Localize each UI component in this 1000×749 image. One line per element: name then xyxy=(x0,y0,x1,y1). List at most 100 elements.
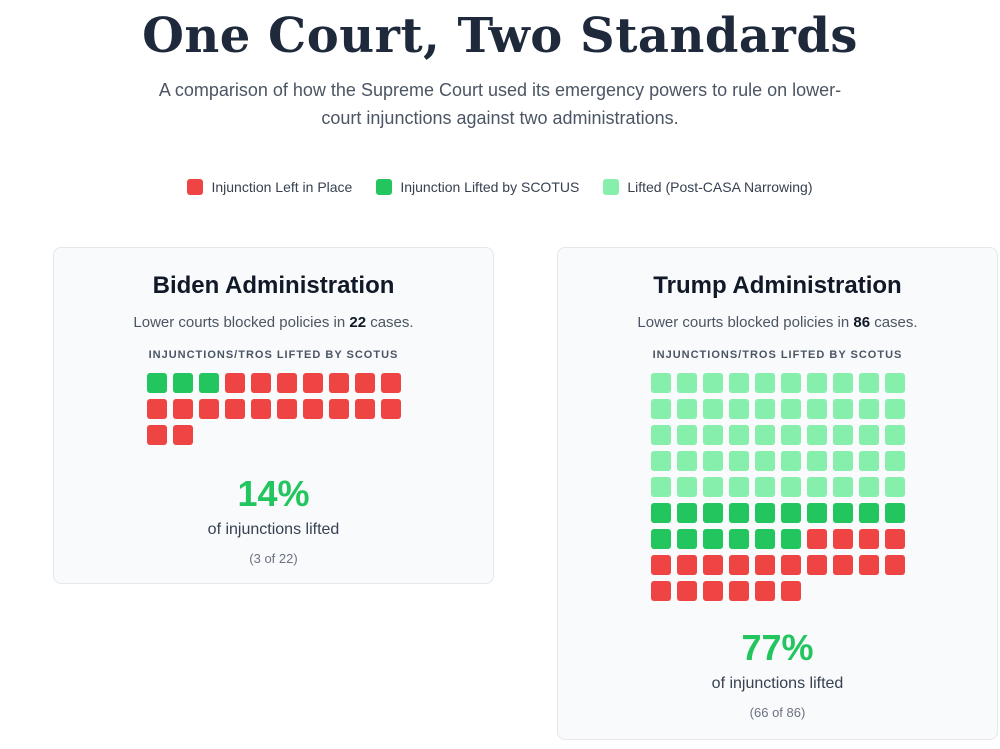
waffle-cell-lifted-post-casa xyxy=(728,451,749,471)
waffle-cell-lifted xyxy=(702,503,723,523)
waffle-cell-lifted xyxy=(650,529,671,549)
waffle-cell-left-in-place xyxy=(354,399,375,419)
waffle-cell-left-in-place xyxy=(328,399,349,419)
case-count: 86 xyxy=(853,314,871,331)
waffle-cell-left-in-place xyxy=(276,373,297,393)
waffle-cell-lifted-post-casa xyxy=(832,373,853,393)
waffle-cell-left-in-place xyxy=(328,373,349,393)
waffle-cell-lifted xyxy=(832,503,853,523)
waffle-cell-left-in-place xyxy=(146,399,167,419)
percent-value: 77% xyxy=(741,627,814,668)
waffle-cell-left-in-place xyxy=(224,399,245,419)
waffle-cell-lifted xyxy=(702,529,723,549)
panel-title: Biden Administration xyxy=(152,272,395,299)
waffle-cell-lifted-post-casa xyxy=(676,373,697,393)
waffle-cell-lifted-post-casa xyxy=(884,477,905,497)
waffle-cell-lifted-post-casa xyxy=(676,425,697,445)
waffle-cell-left-in-place xyxy=(754,581,775,601)
waffle-cell-lifted-post-casa xyxy=(884,373,905,393)
waffle-cell-left-in-place xyxy=(754,555,775,575)
waffle-cell-lifted-post-casa xyxy=(806,477,827,497)
legend-item-post-casa: Lifted (Post-CASA Narrowing) xyxy=(603,179,813,195)
waffle-cell-lifted-post-casa xyxy=(702,373,723,393)
waffle-cell-lifted-post-casa xyxy=(780,451,801,471)
description-prefix: Lower courts blocked policies in xyxy=(133,314,346,331)
waffle-cell-lifted-post-casa xyxy=(780,399,801,419)
waffle-grid xyxy=(146,373,401,445)
waffle-cell-left-in-place xyxy=(198,399,219,419)
waffle-cell-left-in-place xyxy=(250,373,271,393)
waffle-cell-left-in-place xyxy=(650,555,671,575)
waffle-cell-left-in-place xyxy=(702,555,723,575)
waffle-cell-lifted-post-casa xyxy=(650,373,671,393)
fraction-text: (66 of 86) xyxy=(749,705,806,720)
waffle-cell-left-in-place xyxy=(276,399,297,419)
waffle-cell-left-in-place xyxy=(380,373,401,393)
percent-label: of injunctions lifted xyxy=(711,675,844,692)
legend-label: Lifted (Post-CASA Narrowing) xyxy=(627,179,813,195)
waffle-cell-lifted-post-casa xyxy=(754,451,775,471)
fraction-text: (3 of 22) xyxy=(249,551,298,566)
waffle-cell-left-in-place xyxy=(380,399,401,419)
waffle-cell-lifted xyxy=(806,503,827,523)
waffle-cell-lifted xyxy=(650,503,671,523)
waffle-cell-lifted-post-casa xyxy=(676,399,697,419)
legend-item-lifted: Injunction Lifted by SCOTUS xyxy=(376,179,579,195)
waffle-cell-lifted-post-casa xyxy=(702,399,723,419)
waffle-cell-lifted-post-casa xyxy=(728,399,749,419)
waffle-cell-left-in-place xyxy=(676,555,697,575)
waffle-cell-left-in-place xyxy=(172,399,193,419)
waffle-cell-lifted-post-casa xyxy=(676,477,697,497)
legend: Injunction Left in Place Injunction Lift… xyxy=(0,179,1000,195)
waffle-cell-left-in-place xyxy=(250,399,271,419)
waffle-cell-lifted-post-casa xyxy=(858,451,879,471)
legend-swatch-red xyxy=(187,179,204,195)
waffle-cell-lifted xyxy=(754,529,775,549)
waffle-cell-lifted xyxy=(780,503,801,523)
case-count: 22 xyxy=(349,314,367,331)
waffle-cell-left-in-place xyxy=(702,581,723,601)
waffle-cell-left-in-place xyxy=(858,529,879,549)
waffle-cell-lifted-post-casa xyxy=(884,451,905,471)
waffle-cell-left-in-place xyxy=(832,555,853,575)
panel-description: Lower courts blocked policies in 86 case… xyxy=(558,314,997,331)
waffle-cell-lifted-post-casa xyxy=(728,425,749,445)
waffle-cell-lifted xyxy=(198,373,219,393)
waffle-cell-lifted-post-casa xyxy=(832,451,853,471)
waffle-cell-lifted-post-casa xyxy=(806,425,827,445)
waffle-cell-lifted xyxy=(780,529,801,549)
waffle-cell-left-in-place xyxy=(728,581,749,601)
page-subtitle: A comparison of how the Supreme Court us… xyxy=(158,80,842,128)
legend-swatch-green xyxy=(376,179,393,195)
waffle-cell-lifted xyxy=(676,503,697,523)
waffle-cell-lifted-post-casa xyxy=(806,399,827,419)
waffle-cell-left-in-place xyxy=(172,425,193,445)
waffle-cell-left-in-place xyxy=(780,555,801,575)
grid-label: INJUNCTIONS/TROS LIFTED BY SCOTUS xyxy=(652,349,903,361)
waffle-cell-lifted-post-casa xyxy=(650,425,671,445)
waffle-cell-lifted-post-casa xyxy=(702,477,723,497)
waffle-cell-lifted-post-casa xyxy=(728,477,749,497)
waffle-cell-lifted-post-casa xyxy=(754,425,775,445)
waffle-cell-lifted-post-casa xyxy=(728,373,749,393)
waffle-cell-lifted xyxy=(884,503,905,523)
waffle-cell-left-in-place xyxy=(146,425,167,445)
waffle-cell-lifted-post-casa xyxy=(858,477,879,497)
waffle-cell-left-in-place xyxy=(858,555,879,575)
legend-label: Injunction Lifted by SCOTUS xyxy=(400,179,580,195)
biden-panel: Biden Administration Lower courts blocke… xyxy=(53,247,494,584)
waffle-cell-lifted xyxy=(728,503,749,523)
waffle-cell-left-in-place xyxy=(884,529,905,549)
waffle-cell-lifted-post-casa xyxy=(754,373,775,393)
waffle-cell-lifted-post-casa xyxy=(650,477,671,497)
waffle-cell-left-in-place xyxy=(302,399,323,419)
grid-label: INJUNCTIONS/TROS LIFTED BY SCOTUS xyxy=(148,349,399,361)
waffle-cell-lifted-post-casa xyxy=(858,425,879,445)
waffle-cell-lifted-post-casa xyxy=(884,399,905,419)
waffle-cell-lifted xyxy=(172,373,193,393)
waffle-cell-lifted-post-casa xyxy=(780,373,801,393)
waffle-cell-left-in-place xyxy=(354,373,375,393)
waffle-cell-lifted-post-casa xyxy=(884,425,905,445)
percent-label: of injunctions lifted xyxy=(207,521,340,538)
waffle-cell-lifted-post-casa xyxy=(858,399,879,419)
